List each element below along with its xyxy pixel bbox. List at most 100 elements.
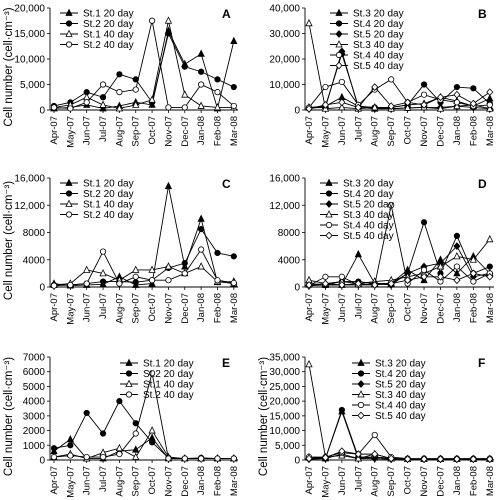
data-point	[404, 455, 412, 464]
y-tick-label: 20,000	[269, 397, 300, 408]
legend-label: St.5 20 day	[375, 380, 426, 391]
legend-label: St.2 40 day	[143, 390, 194, 401]
legend-label: St.5 40 day	[343, 231, 394, 242]
series-0	[50, 181, 238, 289]
data-point	[197, 101, 205, 109]
data-point	[354, 249, 362, 258]
y-axis-label: Cell number (cell·cm⁻³)	[3, 357, 15, 476]
legend-marker	[357, 390, 365, 398]
series-line	[309, 220, 490, 286]
legend-marker	[65, 190, 73, 197]
legend-marker	[357, 380, 365, 388]
legend-marker	[65, 29, 73, 37]
x-tick-label: Oct-07	[147, 466, 158, 495]
data-point	[322, 83, 329, 91]
y-tick-label: 0	[39, 456, 45, 467]
series-1	[50, 398, 237, 462]
data-point	[486, 104, 494, 112]
data-point	[148, 17, 156, 24]
legend-marker	[335, 51, 343, 59]
data-point	[99, 268, 107, 277]
x-tick-label: Apr-07	[49, 466, 60, 495]
data-point	[83, 409, 90, 417]
data-point	[165, 277, 172, 284]
x-tick-label: Jul-07	[98, 116, 109, 142]
legend-label: St.2 20 day	[83, 189, 134, 200]
legend-marker	[335, 30, 343, 38]
x-tick-label: Mar-08	[229, 293, 240, 323]
legend-label: St.4 20 day	[375, 369, 426, 380]
x-tick-label: Dec-07	[435, 116, 446, 147]
series-line	[308, 23, 490, 110]
legend-label: St.4 40 day	[353, 51, 404, 62]
x-tick-label: Mar-08	[485, 466, 496, 496]
data-point	[469, 455, 477, 464]
y-tick-label: 0	[39, 106, 45, 117]
data-point	[486, 101, 493, 109]
data-point	[338, 281, 346, 289]
y-tick-label: 12,000	[14, 201, 45, 212]
y-axis-label: Cell number (cell·cm⁻³)	[258, 357, 270, 476]
series-4	[305, 431, 493, 462]
x-tick-label: Mar-08	[229, 466, 240, 496]
data-point	[354, 103, 362, 112]
data-point	[486, 455, 494, 464]
data-point	[198, 68, 205, 75]
data-point	[230, 83, 237, 91]
data-point	[403, 103, 412, 111]
y-tick-label: 35,000	[269, 353, 300, 364]
y-tick-label: 8000	[278, 228, 301, 239]
data-point	[420, 101, 428, 109]
series-line	[53, 266, 234, 286]
data-point	[420, 219, 428, 226]
legend-marker	[125, 358, 133, 366]
series-0	[50, 433, 238, 462]
legend-label: St.2 40 day	[83, 40, 134, 51]
data-point	[181, 455, 188, 462]
legend-label: St.1 20 day	[83, 9, 134, 20]
x-tick-label: Jun-07	[337, 293, 348, 322]
legend-label: St.1 40 day	[83, 30, 134, 41]
data-point	[371, 281, 379, 289]
data-point	[164, 262, 173, 270]
y-tick-label: 10,000	[269, 80, 300, 91]
data-point	[214, 455, 221, 462]
series-line	[53, 400, 234, 459]
x-tick-label: Nov-07	[419, 116, 430, 147]
data-point	[486, 263, 493, 270]
panel-label: A	[222, 7, 231, 21]
data-point	[338, 98, 346, 107]
data-point	[132, 86, 139, 93]
y-tick-label: 40,000	[269, 4, 300, 15]
data-point	[371, 103, 379, 111]
x-tick-label: Jan-08	[452, 116, 463, 145]
data-point	[214, 89, 221, 96]
x-tick-label: Dec-07	[435, 293, 446, 324]
data-point	[116, 398, 123, 405]
legend-label: St.1 40 day	[143, 380, 194, 391]
data-point	[132, 279, 139, 286]
y-tick-label: 12,000	[269, 201, 300, 212]
x-tick-label: Apr-07	[304, 293, 315, 322]
legend-marker	[335, 61, 343, 70]
data-point	[67, 452, 74, 459]
data-point	[67, 281, 74, 289]
x-tick-label: Jun-07	[82, 293, 93, 322]
data-point	[214, 249, 221, 257]
data-point	[197, 214, 205, 222]
x-tick-label: Jun-07	[82, 116, 93, 145]
data-point	[387, 279, 395, 288]
y-tick-label: 0	[294, 283, 300, 294]
y-tick-label: 0	[294, 106, 300, 117]
data-point	[230, 279, 237, 287]
data-point	[338, 447, 346, 456]
data-point	[453, 99, 461, 106]
legend-marker	[125, 391, 133, 398]
legend-label: St.2 40 day	[83, 210, 134, 221]
x-tick-label: Apr-07	[304, 116, 315, 145]
legend-marker	[65, 211, 73, 218]
legend-marker	[65, 199, 73, 207]
x-tick-label: Nov-07	[419, 293, 430, 324]
